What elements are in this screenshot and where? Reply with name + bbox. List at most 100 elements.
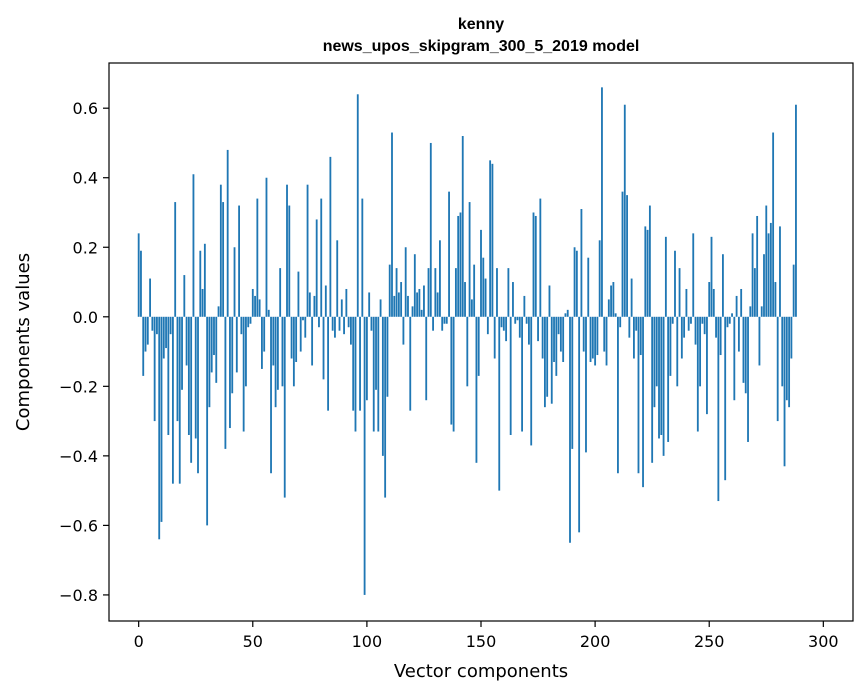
bar	[256, 198, 259, 317]
bar	[559, 316, 562, 352]
bar	[308, 292, 311, 317]
bar	[183, 275, 186, 317]
bar	[370, 316, 373, 331]
bar	[336, 240, 339, 317]
bar	[548, 285, 551, 317]
bar	[251, 288, 254, 317]
bar	[340, 299, 343, 317]
bar	[550, 316, 553, 404]
bar	[229, 316, 231, 429]
bar	[368, 292, 371, 317]
bar	[516, 316, 519, 321]
bar	[181, 316, 183, 390]
bar	[160, 316, 163, 522]
bar	[655, 316, 658, 387]
bar	[137, 233, 140, 317]
bar	[318, 316, 320, 328]
bar	[703, 316, 706, 335]
y-tick-label: 0.0	[73, 308, 98, 327]
bar	[165, 316, 167, 349]
bar	[429, 142, 432, 317]
bar	[461, 136, 464, 317]
bar	[553, 316, 555, 362]
bar	[605, 316, 608, 366]
bar	[315, 219, 318, 317]
chart-title: kenny	[458, 16, 504, 33]
bar	[744, 316, 747, 394]
bar	[272, 316, 275, 366]
bar	[247, 316, 250, 328]
bar	[338, 316, 341, 331]
bar	[767, 233, 770, 317]
bar	[781, 316, 784, 387]
bar	[443, 316, 446, 324]
bar	[235, 316, 238, 373]
bar	[276, 316, 279, 390]
bar	[603, 316, 606, 352]
bar	[425, 316, 428, 401]
bar	[678, 268, 681, 317]
y-tick-label: −0.2	[59, 377, 98, 396]
bar	[614, 313, 617, 317]
bar	[224, 316, 227, 449]
bar	[628, 316, 631, 338]
bar	[493, 316, 496, 359]
bar	[477, 316, 480, 376]
bar	[660, 316, 663, 435]
bar	[491, 163, 494, 317]
bar	[297, 271, 300, 317]
bar	[788, 316, 791, 408]
bar	[156, 316, 158, 335]
bar	[352, 316, 355, 411]
bar	[482, 257, 485, 317]
bar	[400, 282, 403, 317]
bar	[692, 233, 695, 317]
bar	[751, 233, 754, 317]
bar	[505, 316, 508, 342]
bar	[420, 309, 423, 317]
plot-frame	[108, 62, 854, 622]
x-axis: 0 50 100 150 200 250 300	[134, 621, 839, 651]
bar	[772, 132, 775, 317]
bar	[363, 316, 366, 595]
bar	[607, 299, 610, 317]
bar	[514, 316, 517, 324]
bar	[185, 316, 188, 366]
bar	[409, 316, 412, 411]
bar	[651, 316, 654, 463]
bar	[507, 268, 510, 317]
bar	[142, 316, 145, 376]
bar	[518, 316, 521, 338]
bar	[423, 285, 425, 317]
bar	[322, 316, 325, 380]
bar	[466, 316, 469, 387]
bar	[639, 316, 642, 356]
bar	[617, 316, 619, 474]
bar	[610, 285, 612, 317]
bar	[377, 316, 380, 432]
bar	[391, 132, 393, 317]
bar	[459, 212, 462, 317]
bar	[416, 292, 419, 317]
bar	[648, 205, 651, 317]
bar	[653, 316, 656, 408]
bar	[320, 198, 323, 317]
bar	[140, 250, 142, 317]
bar	[347, 316, 350, 328]
y-tick-label: 0.6	[73, 99, 98, 118]
bar	[445, 316, 448, 324]
bar	[174, 202, 177, 317]
bar	[258, 299, 261, 317]
bar	[473, 264, 476, 317]
bar	[587, 257, 590, 317]
x-tick-label: 50	[243, 632, 263, 651]
bar	[464, 282, 466, 317]
bar	[386, 316, 389, 397]
bar	[151, 316, 154, 331]
bar	[785, 316, 788, 401]
bar	[512, 282, 514, 317]
bar	[361, 198, 364, 317]
bar	[286, 184, 288, 317]
bar	[596, 316, 599, 356]
